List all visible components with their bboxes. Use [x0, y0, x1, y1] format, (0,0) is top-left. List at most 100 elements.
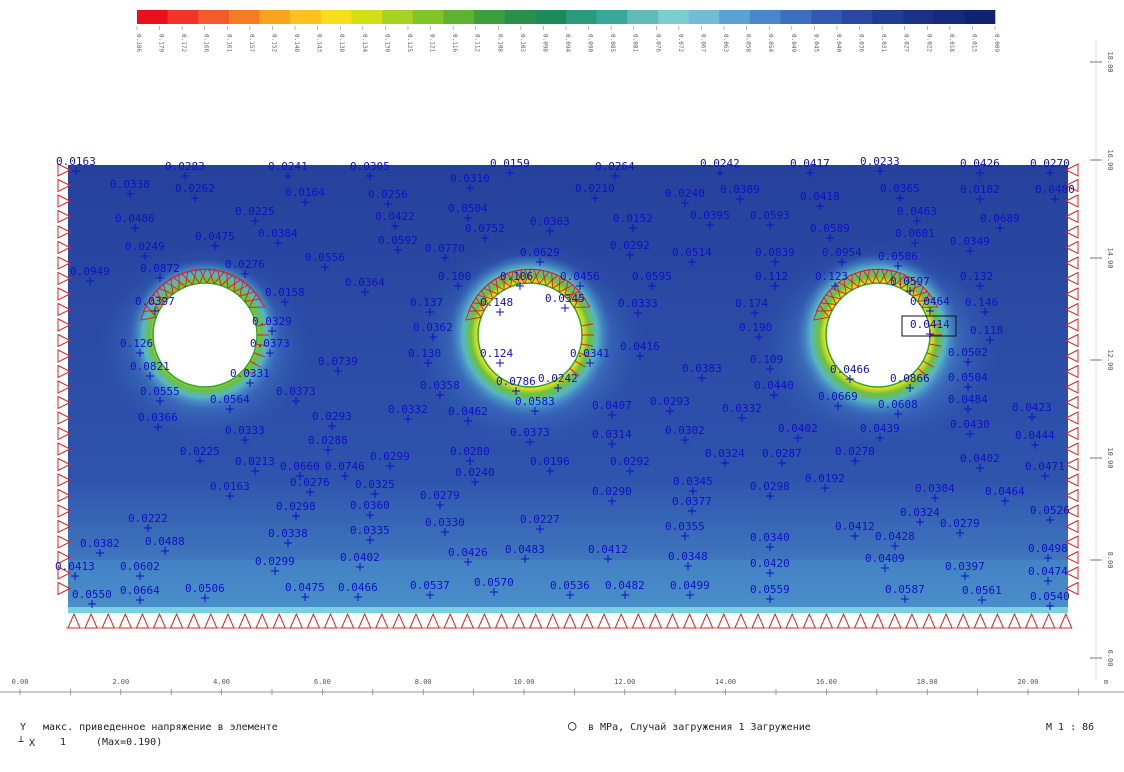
- legend-swatch: [412, 10, 444, 24]
- centroid-mark: [766, 569, 774, 577]
- element-value: 0.0159: [490, 157, 530, 170]
- legend-value: 0.148: [293, 34, 300, 52]
- centroid-mark: [136, 349, 144, 357]
- centroid-mark: [246, 379, 254, 387]
- support-bottom: [426, 612, 440, 629]
- support-right: [1064, 488, 1079, 503]
- centroid-mark: [151, 307, 159, 315]
- centroid-mark: [608, 497, 616, 505]
- element-value: 0.0304: [915, 482, 955, 495]
- legend-swatch: [535, 10, 567, 24]
- support-bottom: [511, 612, 526, 629]
- element-value: 0.146: [965, 296, 998, 309]
- element-value: 0.0163: [210, 480, 250, 493]
- centroid-mark: [356, 563, 364, 571]
- centroid-mark: [136, 596, 144, 604]
- support-bottom: [152, 612, 167, 629]
- centroid-mark: [981, 308, 989, 316]
- element-value: 0.0463: [897, 205, 937, 218]
- centroid-mark: [1001, 497, 1009, 505]
- centroid-mark: [181, 172, 189, 180]
- centroid-mark: [689, 487, 697, 495]
- element-value: 0.0839: [755, 246, 795, 259]
- element-value: 0.0240: [455, 466, 495, 479]
- centroid-mark: [144, 524, 152, 532]
- centroid-mark: [913, 217, 921, 225]
- support-left: [57, 209, 72, 224]
- support-bottom: [528, 612, 543, 629]
- y-tick-label: 14.00: [1106, 247, 1114, 268]
- support-left: [57, 473, 72, 487]
- element-value: 0.0402: [778, 422, 818, 435]
- element-value: 0.0302: [665, 424, 705, 437]
- element-value: 0.0475: [195, 230, 235, 243]
- support-bottom: [460, 612, 475, 629]
- element-value: 0.0299: [255, 555, 295, 568]
- support-left: [57, 163, 72, 177]
- centroid-mark: [146, 372, 154, 380]
- x-tick-label: 12.00: [614, 678, 635, 686]
- legend-value: 0.090: [587, 34, 594, 52]
- centroid-mark: [626, 467, 634, 475]
- legend-value: 0.031: [880, 34, 887, 52]
- centroid-mark: [512, 387, 520, 395]
- centroid-mark: [926, 307, 934, 315]
- support-bottom: [768, 612, 782, 629]
- load-arrow: [244, 368, 255, 377]
- legend-value: 0.076: [654, 34, 661, 52]
- element-value: 0.124: [480, 347, 513, 360]
- element-value: 0.0770: [425, 242, 465, 255]
- centroid-mark: [361, 288, 369, 296]
- legend-swatch: [382, 10, 414, 24]
- element-value: 0.0786: [496, 375, 536, 388]
- element-value: 0.0475: [285, 581, 325, 594]
- support-bottom: [922, 612, 936, 629]
- centroid-mark: [86, 277, 94, 285]
- support-bottom: [546, 612, 560, 629]
- element-value: 0.0402: [960, 452, 1000, 465]
- centroid-mark: [986, 336, 994, 344]
- legend-value: 0.108: [496, 34, 503, 52]
- support-bottom: [1041, 612, 1056, 629]
- element-value: 0.0540: [1030, 590, 1070, 603]
- element-value: 0.0332: [722, 402, 762, 415]
- centroid-mark: [506, 169, 514, 177]
- element-value: 0.0358: [420, 379, 460, 392]
- support-bottom: [84, 612, 98, 629]
- element-value: 0.0488: [145, 535, 185, 548]
- legend-swatch: [688, 10, 720, 24]
- support-bottom: [1059, 612, 1073, 629]
- element-value: 0.0364: [345, 276, 385, 289]
- centroid-mark: [978, 596, 986, 604]
- load-arrow: [573, 292, 591, 308]
- support-left: [57, 550, 72, 565]
- element-value: 0.0439: [860, 422, 900, 435]
- centroid-mark: [666, 407, 674, 415]
- centroid-mark: [384, 200, 392, 208]
- centroid-mark: [911, 239, 919, 247]
- element-value: 0.0555: [140, 385, 180, 398]
- legend-value: 0.072: [677, 34, 684, 52]
- plate: [68, 165, 1068, 613]
- element-value: 0.0298: [276, 500, 316, 513]
- legend-swatch: [351, 10, 383, 24]
- centroid-mark: [211, 242, 219, 250]
- support-bottom: [169, 612, 184, 629]
- support-bottom: [1024, 612, 1039, 629]
- element-value: 0.0225: [235, 205, 275, 218]
- element-value: 0.0314: [592, 428, 632, 441]
- centroid-mark: [496, 308, 504, 316]
- centroid-mark: [554, 384, 562, 392]
- centroid-mark: [976, 169, 984, 177]
- support-right: [1064, 256, 1079, 270]
- centroid-mark: [576, 282, 584, 290]
- centroid-mark: [591, 194, 599, 202]
- element-value: 0.0292: [610, 455, 650, 468]
- legend-value: 0.116: [451, 34, 458, 52]
- centroid-mark: [851, 532, 859, 540]
- centroid-mark: [636, 352, 644, 360]
- element-value: 0.106: [500, 270, 533, 283]
- centroid-mark: [394, 246, 402, 254]
- centroid-mark: [961, 572, 969, 580]
- centroid-mark: [816, 202, 824, 210]
